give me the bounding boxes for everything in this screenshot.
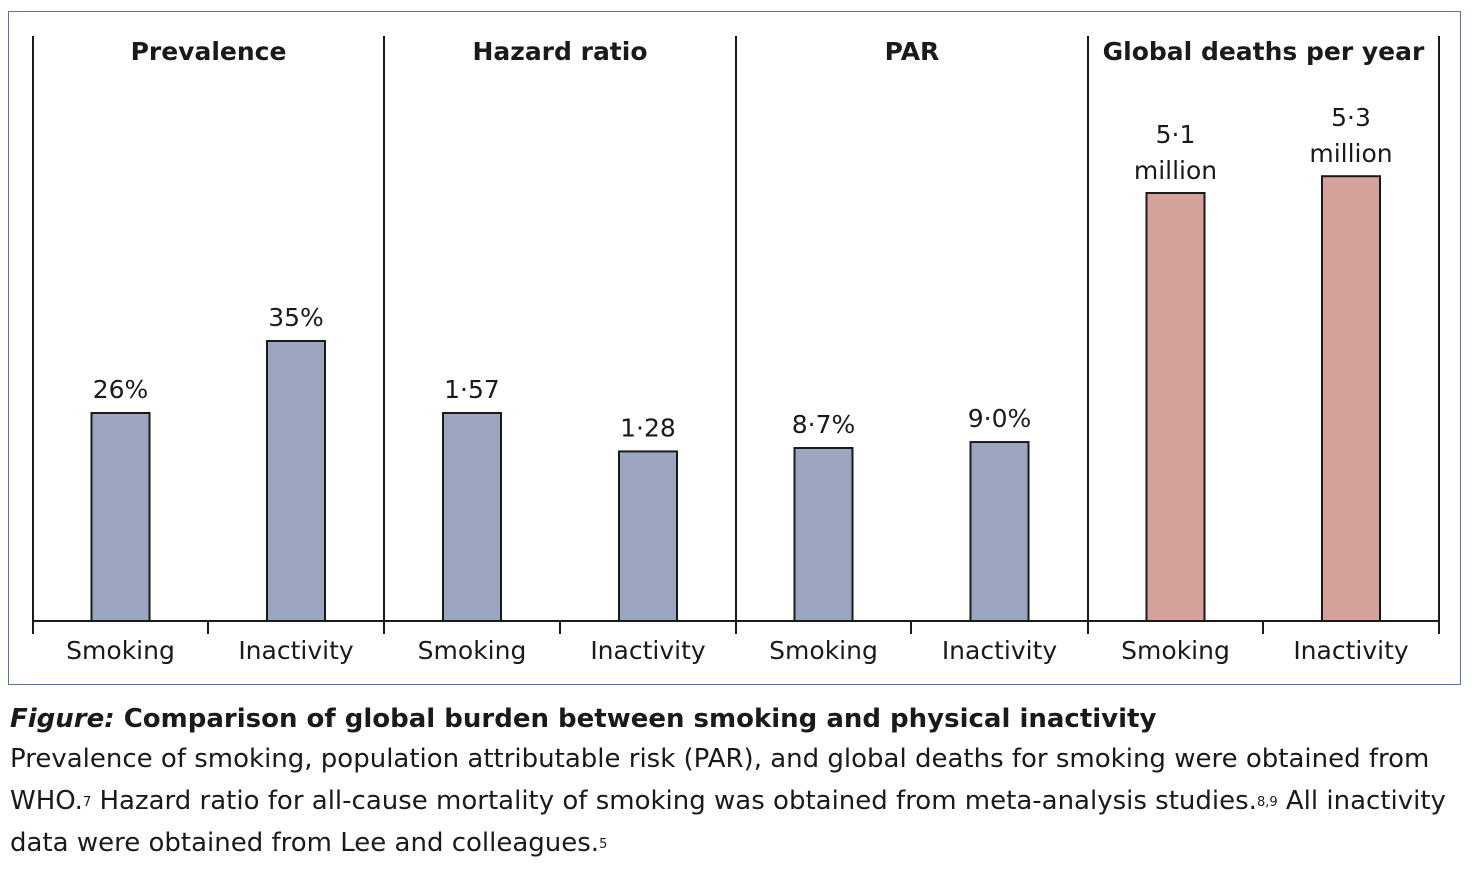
value-label-1-1: 1·28 (620, 413, 676, 442)
category-label-1-1: Inactivity (590, 636, 706, 665)
value-label-0-1: 35% (268, 303, 324, 332)
bar-0-0 (90, 412, 151, 622)
category-label-0-0: Smoking (66, 636, 175, 665)
panel-title-1: Hazard ratio (472, 37, 647, 66)
caption-title: Figure: Comparison of global burden betw… (10, 700, 1460, 738)
category-label-3-1: Inactivity (1293, 636, 1409, 665)
value-label-2-0: 8·7% (792, 410, 856, 439)
figure-caption: Figure: Comparison of global burden betw… (10, 700, 1460, 864)
value-label-3-0-1: million (1134, 156, 1217, 185)
value-label-3-0-0: 5·1 (1156, 120, 1196, 149)
value-label-0-0: 26% (93, 375, 149, 404)
caption-body-2: Hazard ratio for all-cause mortality of … (91, 786, 1257, 816)
caption-ref-1: 7 (82, 795, 92, 810)
caption-title-text: Comparison of global burden between smok… (114, 704, 1157, 734)
bar-chart: Prevalence 26% Smoking 35% Inactivity Hazard … (32, 36, 1440, 665)
category-label-2-0: Smoking (769, 636, 878, 665)
value-label-3-1-1: million (1309, 139, 1392, 168)
bar-2-1 (969, 441, 1030, 622)
caption-body-1: Prevalence of smoking, population attrib… (10, 744, 1430, 816)
chart-frame (8, 11, 1461, 685)
value-label-2-1: 9·0% (968, 404, 1032, 433)
value-label-1-0: 1·57 (444, 375, 500, 404)
value-label-3-1-0: 5·3 (1331, 103, 1371, 132)
bar-1-1 (618, 450, 678, 622)
caption-body-3: All inactivity data were obtained from L… (10, 786, 1446, 858)
bar-0-1 (266, 340, 326, 622)
caption-ref-3: 5 (599, 837, 608, 852)
panel-title-0: Prevalence (131, 37, 287, 66)
caption-label: Figure: (10, 704, 115, 734)
category-label-2-1: Inactivity (942, 636, 1058, 665)
bar-2-0 (793, 447, 854, 622)
bar-3-0 (1145, 192, 1206, 622)
category-label-3-0: Smoking (1121, 636, 1230, 665)
bar-1-0 (442, 412, 502, 622)
category-label-1-0: Smoking (418, 636, 527, 665)
panel-title-2: PAR (885, 37, 940, 66)
caption-ref-2: 8,9 (1256, 795, 1278, 810)
panel-title-3: Global deaths per year (1103, 37, 1425, 66)
bar-3-1 (1321, 175, 1381, 622)
category-label-0-1: Inactivity (238, 636, 354, 665)
caption-body: Prevalence of smoking, population attrib… (10, 738, 1460, 864)
